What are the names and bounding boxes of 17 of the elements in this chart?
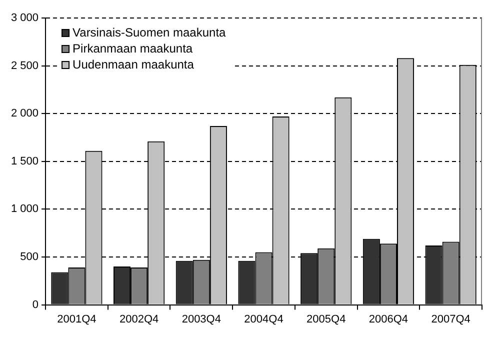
y-tick-label: 3 000	[10, 12, 39, 24]
x-tick-label: 2005Q4	[306, 313, 346, 326]
legend-label: Varsinais-Suomen maakunta	[72, 25, 226, 40]
x-tick-label: 2006Q4	[368, 313, 408, 326]
y-tick-label: 1 000	[10, 203, 39, 216]
x-tick-label: 2002Q4	[119, 313, 159, 326]
x-tick-label: 2007Q4	[431, 313, 470, 326]
y-tick-label: 1 500	[10, 155, 39, 168]
y-tick-label: 2 000	[10, 108, 39, 120]
x-tick-label: 2001Q4	[57, 313, 96, 326]
y-tick-label: 0	[32, 298, 39, 311]
x-tick-label: 2004Q4	[244, 313, 284, 326]
y-tick-label: 500	[20, 251, 39, 264]
y-tick-label: 2 500	[10, 60, 39, 72]
legend-label: Pirkanmaan maakunta	[72, 41, 193, 56]
legend-label: Uudenmaan maakunta	[72, 57, 194, 72]
x-tick-label: 2003Q4	[182, 313, 221, 326]
